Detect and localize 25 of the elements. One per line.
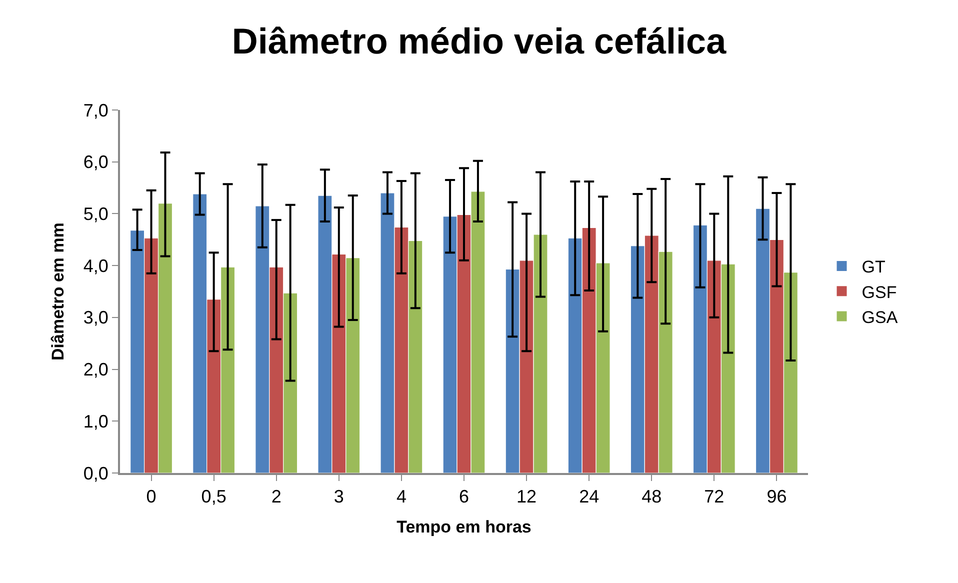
legend-label: GSF (862, 282, 897, 302)
y-axis-title: Diâmetro em mm (48, 222, 68, 360)
x-tick-label: 48 (642, 486, 662, 507)
y-tick-label: 3,0 (83, 308, 108, 328)
y-tick-label: 0,0 (83, 463, 108, 484)
x-tick-label: 12 (516, 486, 537, 507)
x-axis-title: Tempo em horas (396, 518, 532, 536)
y-tick-label: 4,0 (83, 256, 108, 276)
y-tick-label: 1,0 (83, 411, 108, 432)
x-tick-label: 3 (334, 486, 344, 507)
x-tick-label: 0 (146, 486, 156, 507)
y-tick-label: 6,0 (83, 152, 108, 172)
x-tick-label: 4 (396, 486, 406, 507)
x-tick-label: 2 (271, 486, 282, 507)
legend-label: GSA (862, 308, 898, 327)
y-tick-label: 2,0 (83, 360, 108, 380)
x-tick-label: 96 (766, 486, 787, 507)
y-tick-label: 5,0 (83, 204, 108, 224)
x-tick-label: 72 (704, 486, 724, 507)
x-tick-label: 6 (458, 486, 470, 507)
legend-label: GT (862, 258, 886, 277)
x-tick-label: 24 (579, 486, 600, 507)
y-tick-label: 7,0 (83, 100, 108, 120)
chart-title: Diâmetro médio veia cefálica (232, 20, 728, 62)
x-tick-label: 0,5 (201, 486, 226, 507)
